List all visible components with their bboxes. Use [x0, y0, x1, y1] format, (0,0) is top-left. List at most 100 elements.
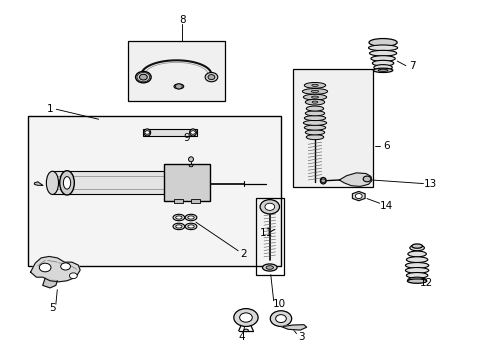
- Ellipse shape: [411, 244, 422, 248]
- Text: 11: 11: [259, 228, 272, 238]
- Circle shape: [275, 315, 286, 323]
- Ellipse shape: [262, 264, 277, 271]
- Ellipse shape: [305, 99, 324, 105]
- Ellipse shape: [304, 116, 325, 121]
- Ellipse shape: [188, 157, 193, 162]
- Bar: [28, 116, 281, 266]
- Ellipse shape: [305, 111, 324, 116]
- Circle shape: [260, 200, 279, 214]
- Ellipse shape: [187, 225, 194, 228]
- Ellipse shape: [373, 64, 391, 70]
- Ellipse shape: [304, 125, 325, 130]
- Ellipse shape: [143, 129, 150, 136]
- Ellipse shape: [304, 82, 325, 88]
- Ellipse shape: [305, 135, 323, 140]
- Ellipse shape: [406, 273, 427, 278]
- Ellipse shape: [372, 60, 393, 66]
- Circle shape: [61, 263, 70, 270]
- Bar: [292, 69, 372, 187]
- Circle shape: [69, 273, 77, 279]
- Ellipse shape: [175, 216, 182, 219]
- Circle shape: [233, 309, 258, 327]
- Bar: [255, 198, 284, 275]
- Circle shape: [264, 203, 274, 210]
- Ellipse shape: [303, 120, 326, 125]
- Ellipse shape: [175, 225, 182, 228]
- Text: 5: 5: [49, 303, 56, 313]
- Circle shape: [135, 71, 151, 83]
- Ellipse shape: [303, 94, 326, 100]
- Polygon shape: [352, 192, 365, 201]
- Ellipse shape: [405, 262, 428, 268]
- Ellipse shape: [46, 171, 59, 194]
- Ellipse shape: [372, 68, 392, 72]
- Ellipse shape: [407, 279, 426, 283]
- Text: 13: 13: [423, 179, 436, 189]
- Text: 1: 1: [46, 104, 53, 113]
- Ellipse shape: [243, 329, 248, 332]
- Ellipse shape: [409, 245, 424, 251]
- Ellipse shape: [369, 50, 396, 56]
- Ellipse shape: [368, 39, 396, 46]
- Bar: [174, 199, 183, 203]
- Circle shape: [363, 176, 370, 182]
- Ellipse shape: [407, 251, 426, 257]
- Circle shape: [144, 131, 149, 134]
- Text: 4: 4: [238, 332, 244, 342]
- Circle shape: [139, 74, 147, 80]
- Ellipse shape: [173, 223, 184, 230]
- Text: 12: 12: [419, 278, 432, 288]
- Polygon shape: [34, 182, 42, 185]
- Circle shape: [207, 75, 214, 80]
- Ellipse shape: [187, 216, 194, 219]
- Ellipse shape: [174, 84, 183, 89]
- Ellipse shape: [405, 267, 428, 273]
- Circle shape: [270, 311, 291, 327]
- Ellipse shape: [320, 177, 325, 184]
- Bar: [143, 129, 197, 136]
- Ellipse shape: [189, 129, 196, 136]
- Ellipse shape: [63, 177, 71, 189]
- Ellipse shape: [185, 214, 197, 221]
- Polygon shape: [339, 173, 371, 186]
- Ellipse shape: [173, 214, 184, 221]
- Circle shape: [320, 179, 325, 183]
- Ellipse shape: [368, 45, 397, 51]
- Bar: [52, 171, 169, 194]
- Circle shape: [204, 72, 217, 82]
- Bar: [164, 164, 210, 202]
- Ellipse shape: [265, 266, 273, 269]
- Text: 8: 8: [179, 15, 185, 25]
- Text: 10: 10: [272, 299, 285, 309]
- Ellipse shape: [406, 257, 427, 262]
- Ellipse shape: [311, 84, 318, 86]
- Text: 3: 3: [298, 332, 305, 342]
- Circle shape: [239, 313, 252, 322]
- Ellipse shape: [377, 69, 387, 71]
- Text: 14: 14: [379, 201, 392, 211]
- Ellipse shape: [305, 130, 324, 135]
- Polygon shape: [281, 325, 306, 330]
- Polygon shape: [30, 256, 80, 282]
- Ellipse shape: [302, 89, 327, 94]
- Ellipse shape: [370, 56, 394, 62]
- Ellipse shape: [305, 106, 323, 111]
- Text: 7: 7: [408, 62, 415, 71]
- Text: 9: 9: [183, 133, 190, 143]
- Text: 2: 2: [240, 249, 246, 259]
- Ellipse shape: [60, 171, 74, 195]
- Ellipse shape: [407, 277, 426, 283]
- Ellipse shape: [311, 96, 318, 98]
- Text: 6: 6: [383, 141, 389, 151]
- Circle shape: [39, 263, 51, 272]
- Ellipse shape: [310, 90, 318, 93]
- Ellipse shape: [189, 165, 193, 167]
- Circle shape: [355, 194, 362, 199]
- Polygon shape: [42, 278, 57, 288]
- Ellipse shape: [311, 101, 317, 103]
- Ellipse shape: [185, 223, 197, 230]
- Bar: [191, 199, 200, 203]
- Circle shape: [190, 131, 195, 134]
- Circle shape: [175, 84, 182, 89]
- Bar: [127, 41, 224, 102]
